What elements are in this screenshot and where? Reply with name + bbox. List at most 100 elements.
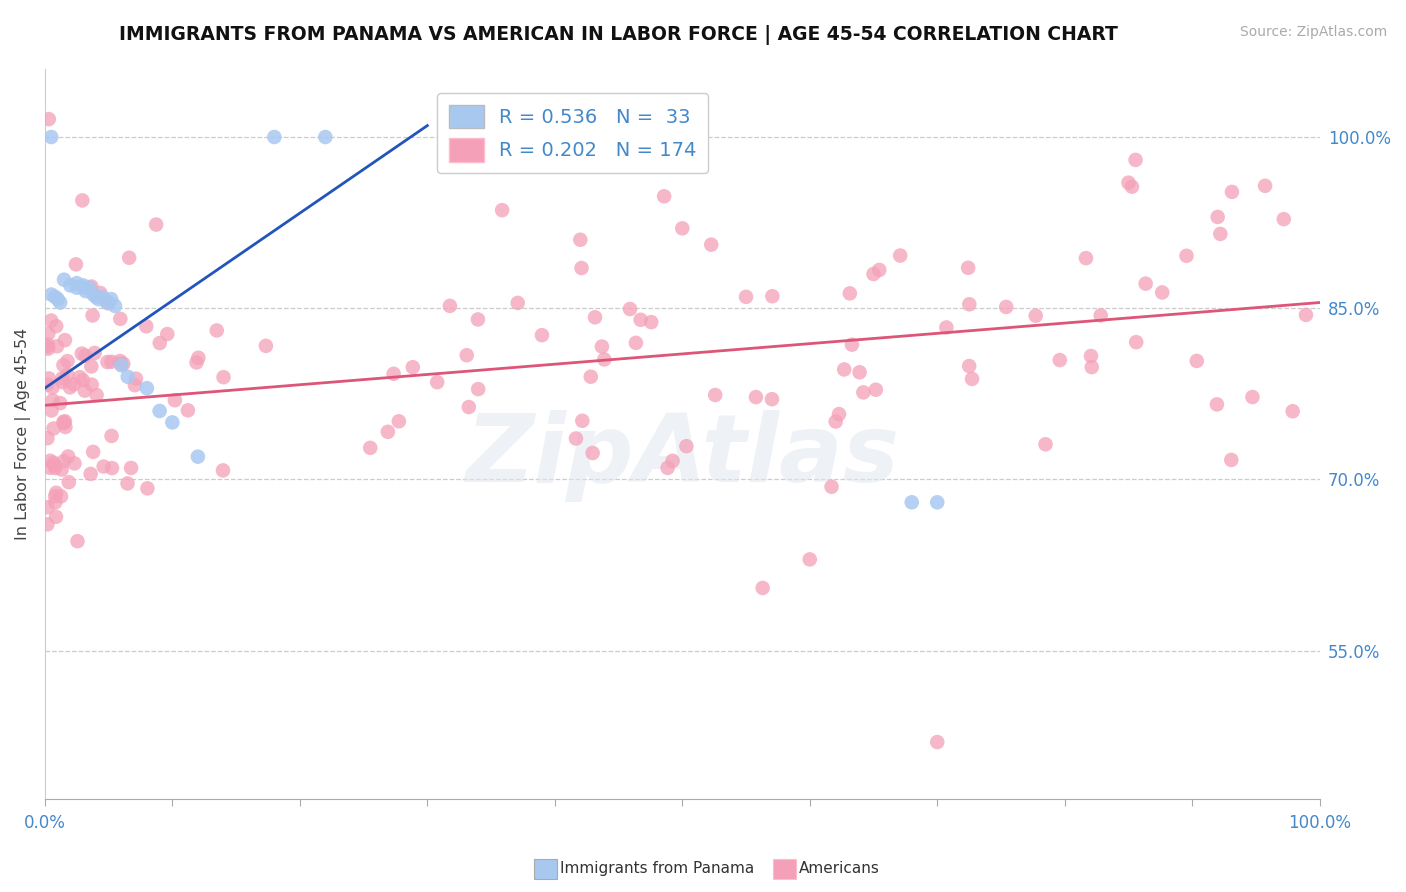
Point xyxy=(1220,185,1243,199)
Point xyxy=(52,454,75,468)
Point xyxy=(579,369,602,384)
Point xyxy=(69,370,91,384)
Bar xyxy=(773,859,796,879)
Point xyxy=(135,319,157,334)
Point xyxy=(163,393,186,408)
Bar xyxy=(534,859,557,879)
Point xyxy=(49,295,72,310)
Point xyxy=(186,355,208,369)
Point xyxy=(935,320,957,334)
Point xyxy=(865,383,887,397)
Point xyxy=(58,475,80,490)
Point xyxy=(467,382,489,396)
Point xyxy=(675,439,697,453)
Point xyxy=(42,456,65,470)
Point xyxy=(59,380,82,394)
Point xyxy=(70,346,93,360)
Point xyxy=(957,260,980,275)
Point xyxy=(63,457,86,471)
Point xyxy=(162,416,184,430)
Point xyxy=(44,461,66,475)
Point xyxy=(80,279,103,293)
Point xyxy=(1209,227,1232,241)
Point xyxy=(37,340,59,354)
Point xyxy=(82,287,104,301)
Point xyxy=(1175,249,1198,263)
Point xyxy=(72,281,94,295)
Point xyxy=(110,359,132,373)
Point xyxy=(79,281,101,295)
Point xyxy=(37,326,59,341)
Point xyxy=(52,358,75,372)
Point xyxy=(53,414,76,428)
Point xyxy=(491,203,513,218)
Point xyxy=(82,445,104,459)
Point xyxy=(49,396,72,410)
Point xyxy=(65,257,87,271)
Point xyxy=(735,290,758,304)
Point xyxy=(72,278,94,293)
Point xyxy=(571,260,593,275)
Point xyxy=(145,218,167,232)
Point xyxy=(124,378,146,392)
Point xyxy=(439,299,461,313)
Point xyxy=(100,355,122,369)
Point xyxy=(62,377,84,392)
Point xyxy=(44,290,66,304)
Point xyxy=(80,359,103,374)
Point xyxy=(37,517,59,532)
Point xyxy=(761,289,783,303)
Point xyxy=(751,581,773,595)
Point xyxy=(136,481,159,495)
Point xyxy=(862,267,884,281)
Point xyxy=(467,312,489,326)
Point xyxy=(38,371,60,385)
Y-axis label: In Labor Force | Age 45-54: In Labor Force | Age 45-54 xyxy=(15,327,31,540)
Point xyxy=(53,273,76,287)
Point xyxy=(761,392,783,407)
Point xyxy=(39,313,62,327)
Point xyxy=(868,263,890,277)
Point xyxy=(39,454,62,468)
Point xyxy=(56,368,79,382)
Point xyxy=(149,404,172,418)
Point xyxy=(80,377,103,392)
Point xyxy=(91,290,114,304)
Point xyxy=(53,420,76,434)
Point xyxy=(593,352,616,367)
Point xyxy=(571,414,593,428)
Point xyxy=(581,446,603,460)
Point xyxy=(838,286,860,301)
Point xyxy=(377,425,399,439)
Point xyxy=(110,311,132,326)
Point xyxy=(59,278,82,293)
Point xyxy=(661,454,683,468)
Text: IMMIGRANTS FROM PANAMA VS AMERICAN IN LABOR FORCE | AGE 45-54 CORRELATION CHART: IMMIGRANTS FROM PANAMA VS AMERICAN IN LA… xyxy=(120,25,1118,45)
Point xyxy=(120,461,142,475)
Point xyxy=(149,336,172,351)
Point xyxy=(45,485,67,500)
Point xyxy=(1121,179,1143,194)
Point xyxy=(110,356,132,370)
Point xyxy=(426,375,449,389)
Point xyxy=(900,495,922,509)
Point xyxy=(86,388,108,402)
Point xyxy=(38,112,60,127)
Point xyxy=(1125,335,1147,350)
Point xyxy=(1152,285,1174,300)
Point xyxy=(960,372,983,386)
Point xyxy=(828,407,851,421)
Point xyxy=(402,360,425,375)
Point xyxy=(51,375,73,389)
Point xyxy=(75,284,97,298)
Point xyxy=(652,189,675,203)
Point xyxy=(212,463,235,477)
Point xyxy=(1241,390,1264,404)
Point xyxy=(82,309,104,323)
Point xyxy=(97,296,120,310)
Point xyxy=(382,367,405,381)
Point xyxy=(52,415,75,429)
Point xyxy=(177,403,200,417)
Point xyxy=(87,292,110,306)
Point xyxy=(927,735,949,749)
